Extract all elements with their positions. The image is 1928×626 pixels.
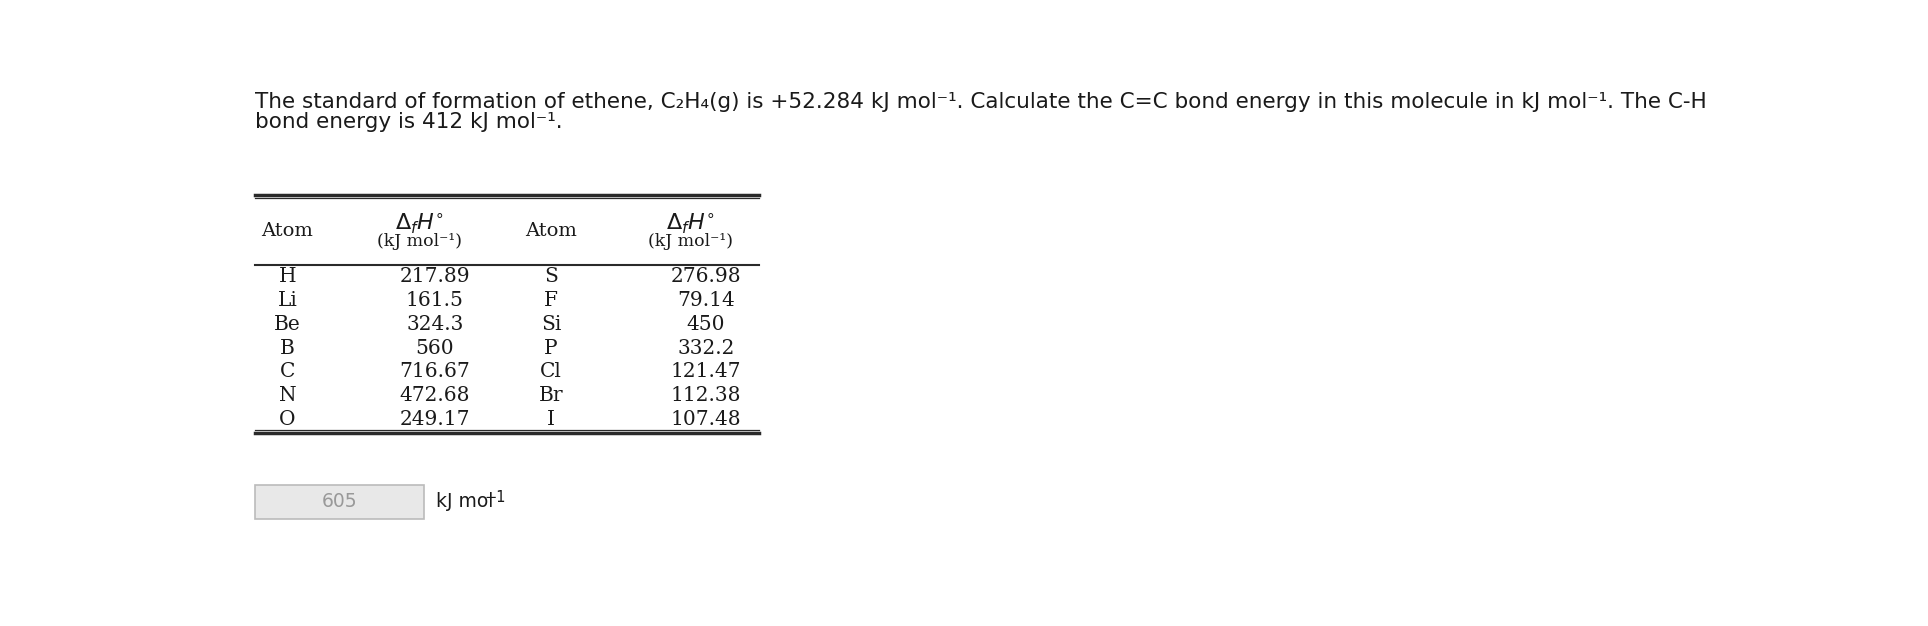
- Text: $\mathit{\Delta}_\mathit{f}\mathit{H}^{\circ}$: $\mathit{\Delta}_\mathit{f}\mathit{H}^{\…: [395, 212, 443, 236]
- Text: 472.68: 472.68: [399, 386, 470, 405]
- Text: 107.48: 107.48: [671, 410, 740, 429]
- Text: O: O: [280, 410, 295, 429]
- Text: 560: 560: [415, 339, 455, 357]
- Text: The standard of formation of ethene, C₂H₄(g) is +52.284 kJ mol⁻¹. Calculate the : The standard of formation of ethene, C₂H…: [254, 92, 1706, 112]
- Text: 217.89: 217.89: [399, 267, 470, 286]
- Text: Br: Br: [538, 386, 563, 405]
- Text: (kJ mol⁻¹): (kJ mol⁻¹): [648, 233, 733, 250]
- Text: 249.17: 249.17: [399, 410, 470, 429]
- Text: −1: −1: [484, 490, 505, 505]
- Text: 450: 450: [686, 315, 725, 334]
- Text: $\mathit{\Delta}_\mathit{f}\mathit{H}^{\circ}$: $\mathit{\Delta}_\mathit{f}\mathit{H}^{\…: [665, 212, 715, 236]
- Text: F: F: [544, 291, 557, 310]
- Text: 332.2: 332.2: [677, 339, 735, 357]
- Text: 161.5: 161.5: [405, 291, 465, 310]
- Text: N: N: [280, 386, 297, 405]
- Text: 605: 605: [322, 492, 357, 511]
- Text: 276.98: 276.98: [671, 267, 740, 286]
- Text: S: S: [544, 267, 557, 286]
- Text: B: B: [280, 339, 295, 357]
- Text: 79.14: 79.14: [677, 291, 735, 310]
- Text: Atom: Atom: [262, 222, 314, 240]
- Text: Atom: Atom: [524, 222, 576, 240]
- Text: Cl: Cl: [540, 362, 561, 381]
- Text: Li: Li: [278, 291, 297, 310]
- Text: P: P: [544, 339, 557, 357]
- Text: C: C: [280, 362, 295, 381]
- Text: 112.38: 112.38: [671, 386, 740, 405]
- FancyBboxPatch shape: [254, 485, 424, 518]
- Text: kJ mol: kJ mol: [436, 492, 494, 511]
- Text: 716.67: 716.67: [399, 362, 470, 381]
- Text: Be: Be: [274, 315, 301, 334]
- Text: H: H: [280, 267, 297, 286]
- Text: 324.3: 324.3: [407, 315, 463, 334]
- Text: Si: Si: [542, 315, 561, 334]
- Text: (kJ mol⁻¹): (kJ mol⁻¹): [376, 233, 461, 250]
- Text: 121.47: 121.47: [671, 362, 740, 381]
- Text: I: I: [548, 410, 555, 429]
- Text: bond energy is 412 kJ mol⁻¹.: bond energy is 412 kJ mol⁻¹.: [254, 112, 563, 132]
